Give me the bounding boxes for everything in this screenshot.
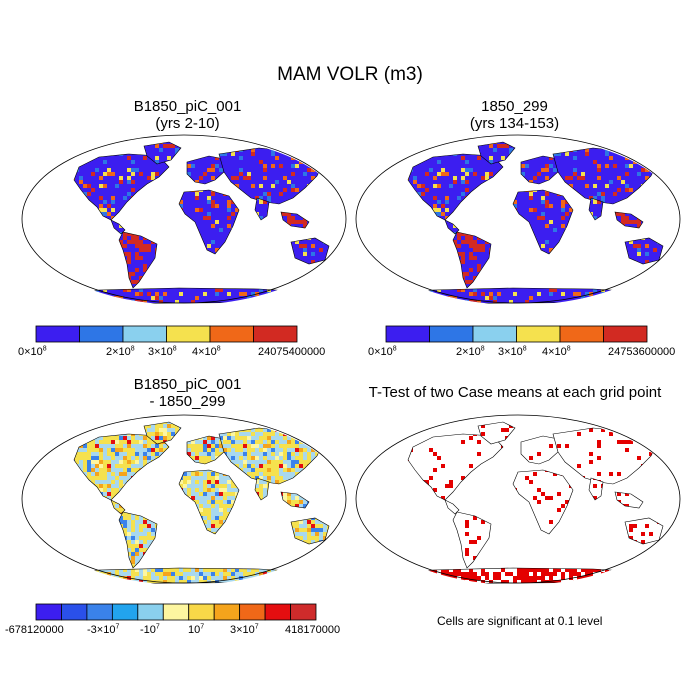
colorbar-label: 418170000 (285, 624, 340, 636)
panel-title-bottom-left: B1850_piC_001 - 1850_299 (25, 376, 350, 410)
colorbar-label: 107 (188, 623, 204, 636)
panel-title-line1: 1850_299 (352, 98, 677, 115)
colorbar-swatch (213, 603, 241, 621)
colorbar-label: 0×108 (18, 345, 47, 358)
map-border (355, 134, 681, 304)
colorbar-label: 2×108 (106, 345, 135, 358)
panel-title-line1: B1850_piC_001 (25, 376, 350, 393)
colorbar-label: 3×108 (498, 345, 527, 358)
colorbar-swatch (188, 603, 215, 621)
map-top-right (355, 134, 681, 305)
colorbar-bottom-left (35, 603, 317, 621)
map-border (21, 134, 347, 304)
colorbar-label: 4×108 (542, 345, 571, 358)
colorbar-swatch (86, 603, 113, 621)
colorbar-label: -107 (140, 623, 160, 636)
colorbar-label: -3×107 (87, 623, 119, 636)
colorbar-swatch (35, 325, 80, 343)
colorbar-swatch (137, 603, 164, 621)
map-top-left (21, 134, 347, 305)
map-bottom-left (21, 414, 347, 585)
colorbar-label: 4×108 (192, 345, 221, 358)
panel-title-top-right: 1850_299 (yrs 134-153) (352, 98, 677, 132)
colorbar-label: -678120000 (5, 624, 64, 636)
panel-title-line2: - 1850_299 (25, 393, 350, 410)
australia (291, 238, 329, 264)
colorbar-top-left (35, 325, 298, 343)
colorbar-swatch (603, 325, 648, 343)
colorbar-swatch (35, 603, 62, 621)
colorbar-swatch (122, 325, 167, 343)
map-border (21, 414, 347, 584)
colorbar-label: 3×108 (148, 345, 177, 358)
panel-title-line2: (yrs 134-153) (352, 115, 677, 132)
colorbar-swatch (385, 325, 430, 343)
colorbar-swatch (290, 603, 317, 621)
colorbar-swatch (472, 325, 517, 343)
significance-note: Cells are significant at 0.1 level (437, 614, 602, 628)
colorbar-label: 24753600000 (608, 346, 675, 358)
colorbar-swatch (429, 325, 474, 343)
panel-title-line2: (yrs 2-10) (25, 115, 350, 132)
panel-title-line1: B1850_piC_001 (25, 98, 350, 115)
panel-title-bottom-right: T-Test of two Case means at each grid po… (345, 384, 685, 401)
colorbar-swatch (516, 325, 561, 343)
colorbar-swatch (239, 603, 266, 621)
colorbar-swatch (111, 603, 139, 621)
colorbar-top-right (385, 325, 648, 343)
figure-title: MAM VOLR (m3) (0, 64, 700, 86)
colorbar-swatch (209, 325, 254, 343)
asia (553, 148, 658, 204)
colorbar-label: 24075400000 (258, 346, 325, 358)
map-border (355, 414, 681, 584)
colorbar-swatch (61, 603, 88, 621)
colorbar-label: 2×108 (456, 345, 485, 358)
colorbar-swatch (253, 325, 298, 343)
colorbar-label: 0×108 (368, 345, 397, 358)
colorbar-swatch (559, 325, 604, 343)
map-bottom-right (355, 414, 681, 585)
panel-title-top-left: B1850_piC_001 (yrs 2-10) (25, 98, 350, 132)
colorbar-swatch (79, 325, 124, 343)
colorbar-swatch (166, 325, 211, 343)
colorbar-swatch (162, 603, 190, 621)
colorbar-label: 3×107 (230, 623, 259, 636)
colorbar-swatch (264, 603, 291, 621)
